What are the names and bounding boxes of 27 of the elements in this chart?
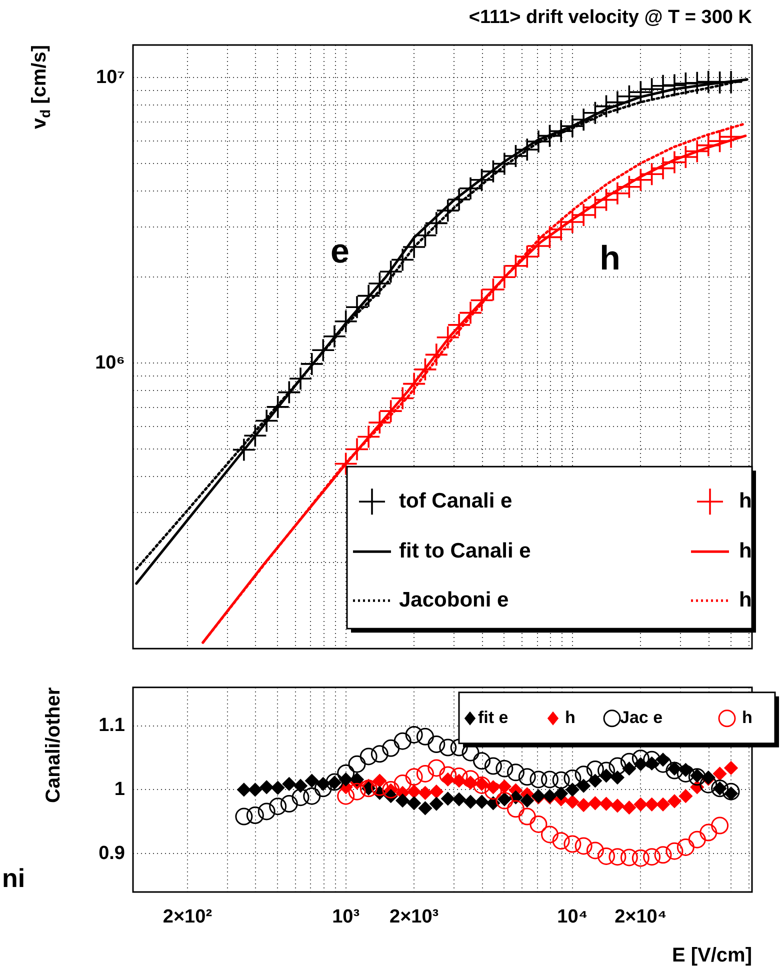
legend-label: h [739,588,752,612]
legend-label: Jac e [620,708,663,728]
x-tick-label: 2×10³ [389,906,439,928]
y-tick-label: 1.1 [98,714,126,736]
x-tick-label: 2×10² [162,906,212,928]
x-tick-label: 10⁴ [557,906,588,928]
legend-label: h [739,539,752,562]
legend-label: fit to Canali e [399,539,531,562]
legend-label: h [565,708,576,728]
y-tick-label: 10⁷ [96,66,126,88]
x-tick-label: 2×10⁴ [614,906,667,928]
legend-label: tof Canali e [399,489,512,512]
chart-title: <111> drift velocity @ T = 300 K [468,7,752,28]
text: ni [2,863,26,894]
annotation: e [330,232,350,270]
x-tick-label: 10³ [332,906,360,928]
y-tick-label: 1 [114,778,126,800]
legend-label: fit e [478,708,508,728]
annotation: h [600,239,620,278]
legend-label: Jacoboni e [399,588,509,612]
y-tick-label: 0.9 [98,842,125,864]
x-axis-title: E [V/cm] [672,944,752,967]
y-tick-label: 10⁶ [95,352,125,374]
legend-label: h [739,489,752,512]
y-axis-title: vd [cm/s] [28,44,53,130]
legend-label: h [742,708,752,728]
y-axis-title: Canali/other [42,687,65,803]
